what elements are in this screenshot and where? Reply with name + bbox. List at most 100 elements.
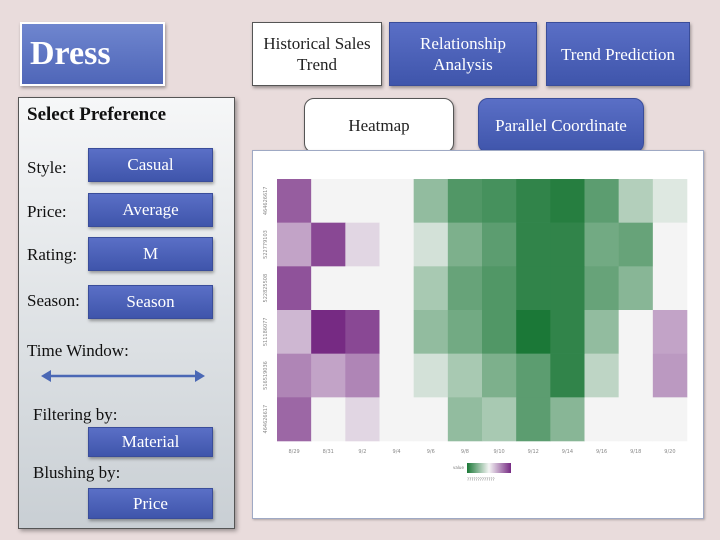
y-tick-label: 522779103 (263, 230, 269, 259)
style-select[interactable]: Casual (88, 148, 213, 182)
heatmap-cell (277, 397, 312, 442)
heatmap-cell (447, 310, 483, 354)
heatmap-cell (482, 353, 517, 398)
heatmap-cell (584, 397, 619, 442)
heatmap-cell (550, 222, 585, 267)
heatmap-cell (652, 310, 688, 354)
heatmap-cell (345, 222, 380, 267)
heatmap-cell (652, 179, 688, 223)
x-tick-label: 8/31 (323, 449, 334, 455)
heatmap-cell (584, 310, 619, 354)
heatmap-cell (311, 310, 346, 354)
heatmap-cell (413, 397, 449, 442)
app-title: Dress (20, 22, 165, 86)
preference-panel: Select Preference Style: Casual Price: A… (18, 97, 235, 529)
heatmap-cell (618, 222, 654, 267)
heatmap-cell (482, 222, 517, 267)
x-tick-label: 9/8 (461, 449, 469, 455)
trend-prediction-button[interactable]: Trend Prediction (546, 22, 690, 86)
parallel-coordinate-button[interactable]: Parallel Coordinate (478, 98, 644, 153)
heatmap-cell (379, 266, 414, 311)
legend-title: value (453, 465, 464, 470)
y-tick-label: 511186077 (263, 318, 269, 347)
heatmap-cell (618, 353, 654, 398)
heatmap-cell (345, 353, 380, 398)
x-tick-label: 9/14 (562, 449, 573, 455)
heatmap-cell (447, 353, 483, 398)
x-tick-label: 9/20 (664, 449, 675, 455)
heatmap-cell (550, 353, 585, 398)
heatmap-cell (447, 397, 483, 442)
rating-label: Rating: (27, 245, 78, 264)
heatmap-cell (379, 310, 414, 354)
season-label: Season: (27, 291, 80, 310)
heatmap-cell (447, 266, 483, 311)
heatmap-cell (413, 353, 449, 398)
blushing-select[interactable]: Price (88, 488, 213, 519)
heatmap-cell (277, 222, 312, 267)
heatmap-cell (482, 310, 517, 354)
heatmap-cell (311, 353, 346, 398)
heatmap-cell (277, 310, 312, 354)
heatmap-cell (413, 266, 449, 311)
legend-range-label: ????????????? (467, 477, 495, 482)
legend-colorbar (467, 463, 511, 473)
heatmap-button[interactable]: Heatmap (304, 98, 454, 153)
heatmap-cell (618, 266, 654, 311)
heatmap-cell (311, 222, 346, 267)
filtering-label: Filtering by: (33, 405, 118, 424)
y-tick-label: 522825508 (263, 274, 269, 303)
heatmap-cell (413, 310, 449, 354)
season-select[interactable]: Season (88, 285, 213, 319)
historical-sales-trend-button[interactable]: Historical Sales Trend (252, 22, 382, 86)
y-tick-label: 464626617 (263, 405, 269, 434)
heatmap-cell (277, 179, 312, 223)
x-tick-label: 9/4 (393, 449, 401, 455)
heatmap-cell (584, 266, 619, 311)
heatmap-cell (277, 353, 312, 398)
heatmap-cell (516, 179, 551, 223)
heatmap-cell (311, 397, 346, 442)
price-select[interactable]: Average (88, 193, 213, 227)
filtering-select[interactable]: Material (88, 427, 213, 457)
heatmap-cell (345, 397, 380, 442)
heatmap-cell (447, 179, 483, 223)
heatmap-cell (516, 266, 551, 311)
heatmap-cell (550, 266, 585, 311)
heatmap-cell (345, 266, 380, 311)
heatmap-cell (482, 266, 517, 311)
heatmap-cell (584, 222, 619, 267)
heatmap-svg: 8/29 8/31 9/2 9/4 9/6 9/8 9/10 9/12 9/14 9/16 9/18… (263, 179, 688, 482)
y-tick-label: 464626617 (263, 187, 269, 216)
heatmap-cell (379, 222, 414, 267)
time-window-slider[interactable] (41, 366, 205, 386)
heatmap-cell (584, 353, 619, 398)
heatmap-cell (379, 353, 414, 398)
style-label: Style: (27, 158, 67, 177)
heatmap-cell (345, 310, 380, 354)
heatmap-cell (413, 179, 449, 223)
x-tick-label: 9/10 (493, 449, 504, 455)
heatmap-cell (413, 222, 449, 267)
heatmap-cell (652, 353, 688, 398)
heatmap-cell (277, 266, 312, 311)
heatmap-cell (652, 222, 688, 267)
heatmap-cell (550, 310, 585, 354)
heatmap-cell (379, 179, 414, 223)
x-tick-label: 9/16 (596, 449, 607, 455)
x-tick-label: 8/29 (288, 449, 299, 455)
rating-select[interactable]: M (88, 237, 213, 271)
heatmap-chart: 8/29 8/31 9/2 9/4 9/6 9/8 9/10 9/12 9/14 9/16 9/18… (252, 150, 704, 519)
x-tick-label: 9/6 (427, 449, 435, 455)
heatmap-cell (618, 397, 654, 442)
x-tick-label: 9/2 (358, 449, 366, 455)
heatmap-cell (345, 179, 380, 223)
heatmap-cell (550, 397, 585, 442)
price-label: Price: (27, 202, 67, 221)
relationship-analysis-button[interactable]: Relationship Analysis (389, 22, 537, 86)
heatmap-cell (652, 397, 688, 442)
heatmap-cell (311, 179, 346, 223)
heatmap-cell (379, 397, 414, 442)
y-tick-label: 516519036 (263, 361, 269, 390)
heatmap-cell (482, 397, 517, 442)
